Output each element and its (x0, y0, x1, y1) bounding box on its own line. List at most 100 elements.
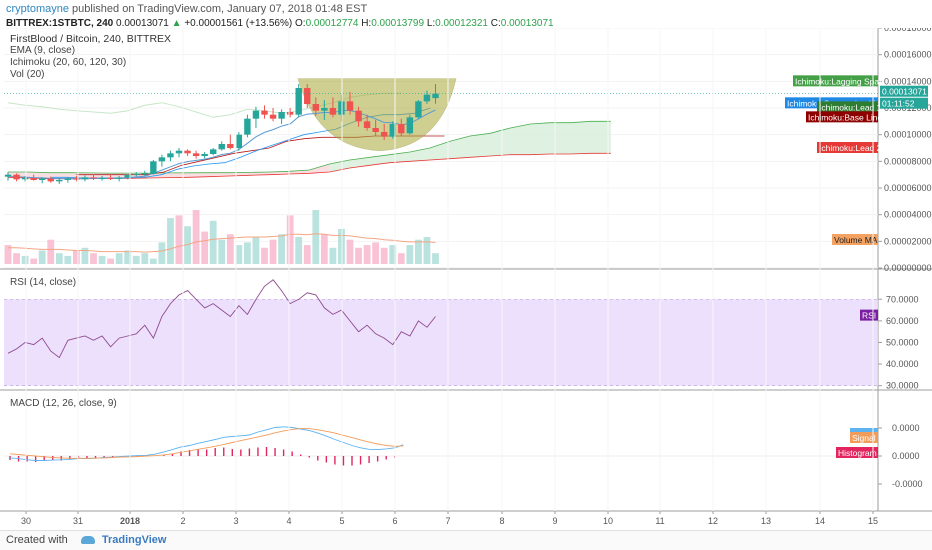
volume-bar (90, 253, 97, 264)
last-price-tag: 0.00013071 (882, 87, 927, 97)
time-tick-label: 30 (21, 516, 31, 526)
volume-bar (303, 245, 311, 264)
high-label: H: (361, 18, 372, 29)
candle-body (90, 177, 97, 179)
lead1-label-bg (817, 101, 878, 113)
volume-bar (30, 258, 38, 264)
volume-bar (47, 239, 55, 264)
ichimoku-legend[interactable]: Ichimoku (20, 60, 120, 30) (10, 57, 127, 68)
macd-tick-label: 0.0000 (892, 423, 920, 433)
price-tick-label: 0.00008000 (884, 156, 932, 166)
volume-bar (363, 245, 371, 264)
candle-body (244, 118, 251, 135)
ema-legend[interactable]: EMA (9, close) (10, 45, 76, 56)
macd-tick-label: -0.0000 (892, 479, 923, 489)
low-label: L: (426, 18, 436, 29)
chart-area[interactable]: 0.000180000.000160000.000140000.00012000… (0, 28, 932, 530)
volume-bar (81, 247, 89, 264)
volume-bar (21, 255, 29, 264)
candle-body (406, 117, 414, 134)
footer: Created with TradingView (0, 530, 932, 550)
volume-legend[interactable]: Vol (20) (10, 69, 45, 80)
candle-body (13, 174, 20, 180)
ichimoku-cloud-bullish (329, 121, 611, 172)
candle-body (115, 177, 123, 179)
candle-body (312, 104, 319, 111)
candle-body (201, 154, 208, 156)
volume-bar (346, 239, 354, 264)
volume-bar (209, 220, 217, 264)
volume-bar (312, 210, 320, 264)
price-tick-label: 0.00002000 (884, 236, 932, 246)
created-with-text: Created with (6, 534, 68, 546)
countdown-tag-bg (880, 97, 928, 109)
candle-body (167, 153, 174, 158)
time-tick-label: 4 (286, 516, 291, 526)
candle-body (192, 153, 200, 156)
macd-signal-line (9, 428, 404, 459)
volume-bar (158, 242, 166, 264)
rsi-tick-label: 30.0000 (886, 381, 919, 391)
volume-bar (124, 250, 132, 264)
volume-bar (432, 253, 439, 264)
candle-body (235, 134, 243, 148)
volume-bar (192, 210, 200, 264)
volume-bar (338, 228, 345, 264)
open-label: O: (295, 18, 306, 29)
volume-bar (406, 245, 414, 264)
candle-body (389, 124, 396, 137)
time-tick-label: 6 (392, 516, 397, 526)
chart-canvas[interactable]: 0.000180000.000160000.000140000.00012000… (0, 28, 932, 530)
rsi-pane-legend: RSI (14, close) (10, 277, 76, 289)
base-line-label: Ichimoku:Base Line (808, 112, 882, 122)
candle-body (278, 112, 285, 119)
volume-bar (73, 250, 80, 264)
volume-bar (218, 239, 226, 264)
rsi-value-label: RSI (862, 311, 876, 321)
volume-bar (397, 253, 405, 264)
candle-body (381, 132, 388, 137)
main-title[interactable]: FirstBlood / Bitcoin, 240, BITTREX (10, 33, 172, 45)
candle-body (175, 150, 183, 154)
time-tick-label: 8 (499, 516, 504, 526)
symbol-label: BITTREX:1STBTC, 240 (6, 18, 114, 29)
low-value: 0.00012321 (435, 18, 488, 29)
candle-body (210, 149, 217, 154)
candle-body (124, 174, 131, 178)
volume-bar (372, 242, 380, 264)
tradingview-brand[interactable]: TradingView (101, 534, 167, 546)
author-link[interactable]: cryptomayne (6, 3, 69, 15)
candle-body (39, 178, 46, 180)
macd-value-tag (850, 428, 878, 434)
volume-bar (244, 242, 251, 264)
last-price-tag-bg (880, 85, 928, 97)
time-tick-label: 13 (761, 516, 771, 526)
volume-ma-label: Volume MA (834, 235, 878, 245)
candle-body (218, 144, 225, 150)
volume-bar (269, 239, 277, 264)
chart-background (0, 28, 932, 530)
macd-legend[interactable]: MACD (12, 26, close, 9) (10, 398, 117, 409)
volume-bar (235, 245, 243, 264)
time-tick-label: 14 (815, 516, 825, 526)
candle-body (107, 177, 114, 179)
volume-ma-label-bg (832, 234, 878, 245)
volume-bar (141, 253, 149, 264)
price-change: +0.00001561 (+13.56%) (184, 18, 293, 29)
time-tick-label: 12 (708, 516, 718, 526)
candle-body (355, 110, 362, 122)
volume-bar (295, 237, 303, 264)
volume-bar (423, 237, 431, 264)
price-tick-label: 0.00010000 (884, 130, 932, 140)
candle-body (158, 157, 166, 162)
high-value: 0.00013799 (371, 18, 425, 29)
candle-body (184, 150, 191, 154)
rsi-legend[interactable]: RSI (14, close) (10, 277, 77, 288)
rsi-band (4, 299, 878, 386)
price-tick-label: 0.00016000 (884, 50, 932, 60)
volume-bar (13, 253, 20, 264)
volume-bar (149, 258, 157, 264)
candle-body (304, 88, 311, 104)
candle-body (252, 110, 260, 119)
time-tick-label: 9 (552, 516, 557, 526)
